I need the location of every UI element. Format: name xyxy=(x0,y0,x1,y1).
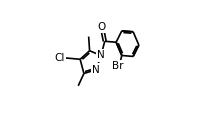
Text: Cl: Cl xyxy=(54,53,64,63)
Text: N: N xyxy=(97,50,105,61)
Text: O: O xyxy=(98,22,106,32)
Text: N: N xyxy=(92,65,100,75)
Text: Br: Br xyxy=(112,61,124,71)
